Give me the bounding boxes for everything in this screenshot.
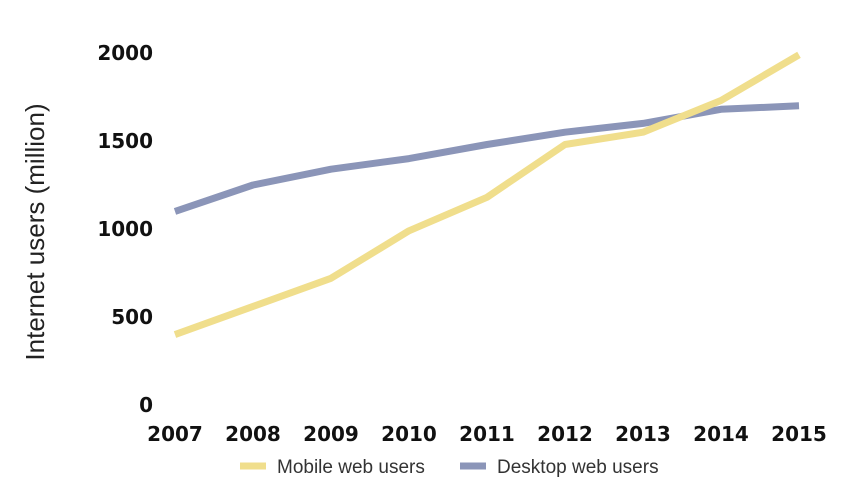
x-tick-label: 2015 bbox=[771, 422, 827, 446]
y-tick-labels: 0 500 1000 1500 2000 bbox=[97, 41, 153, 417]
x-tick-label: 2014 bbox=[693, 422, 749, 446]
x-tick-label: 2010 bbox=[381, 422, 437, 446]
series-lines bbox=[173, 51, 801, 338]
legend-label: Desktop web users bbox=[497, 457, 659, 478]
x-tick-label: 2008 bbox=[225, 422, 281, 446]
y-tick-label: 2000 bbox=[97, 41, 153, 65]
x-tick-label: 2012 bbox=[537, 422, 593, 446]
y-tick-label: 500 bbox=[111, 305, 153, 329]
y-tick-label: 1500 bbox=[97, 129, 153, 153]
x-tick-labels: 2007 2008 2009 2010 2011 2012 2013 2014 2015 bbox=[147, 422, 827, 446]
y-tick-label: 0 bbox=[139, 393, 153, 417]
y-axis-title: Internet users (million) bbox=[20, 103, 50, 360]
y-tick-label: 1000 bbox=[97, 217, 153, 241]
x-tick-label: 2011 bbox=[459, 422, 515, 446]
legend-label: Mobile web users bbox=[277, 457, 425, 478]
x-tick-label: 2013 bbox=[615, 422, 671, 446]
series-line-mobile bbox=[173, 51, 801, 338]
legend: Mobile web users Desktop web users bbox=[240, 457, 659, 478]
x-tick-label: 2007 bbox=[147, 422, 203, 446]
x-tick-label: 2009 bbox=[303, 422, 359, 446]
